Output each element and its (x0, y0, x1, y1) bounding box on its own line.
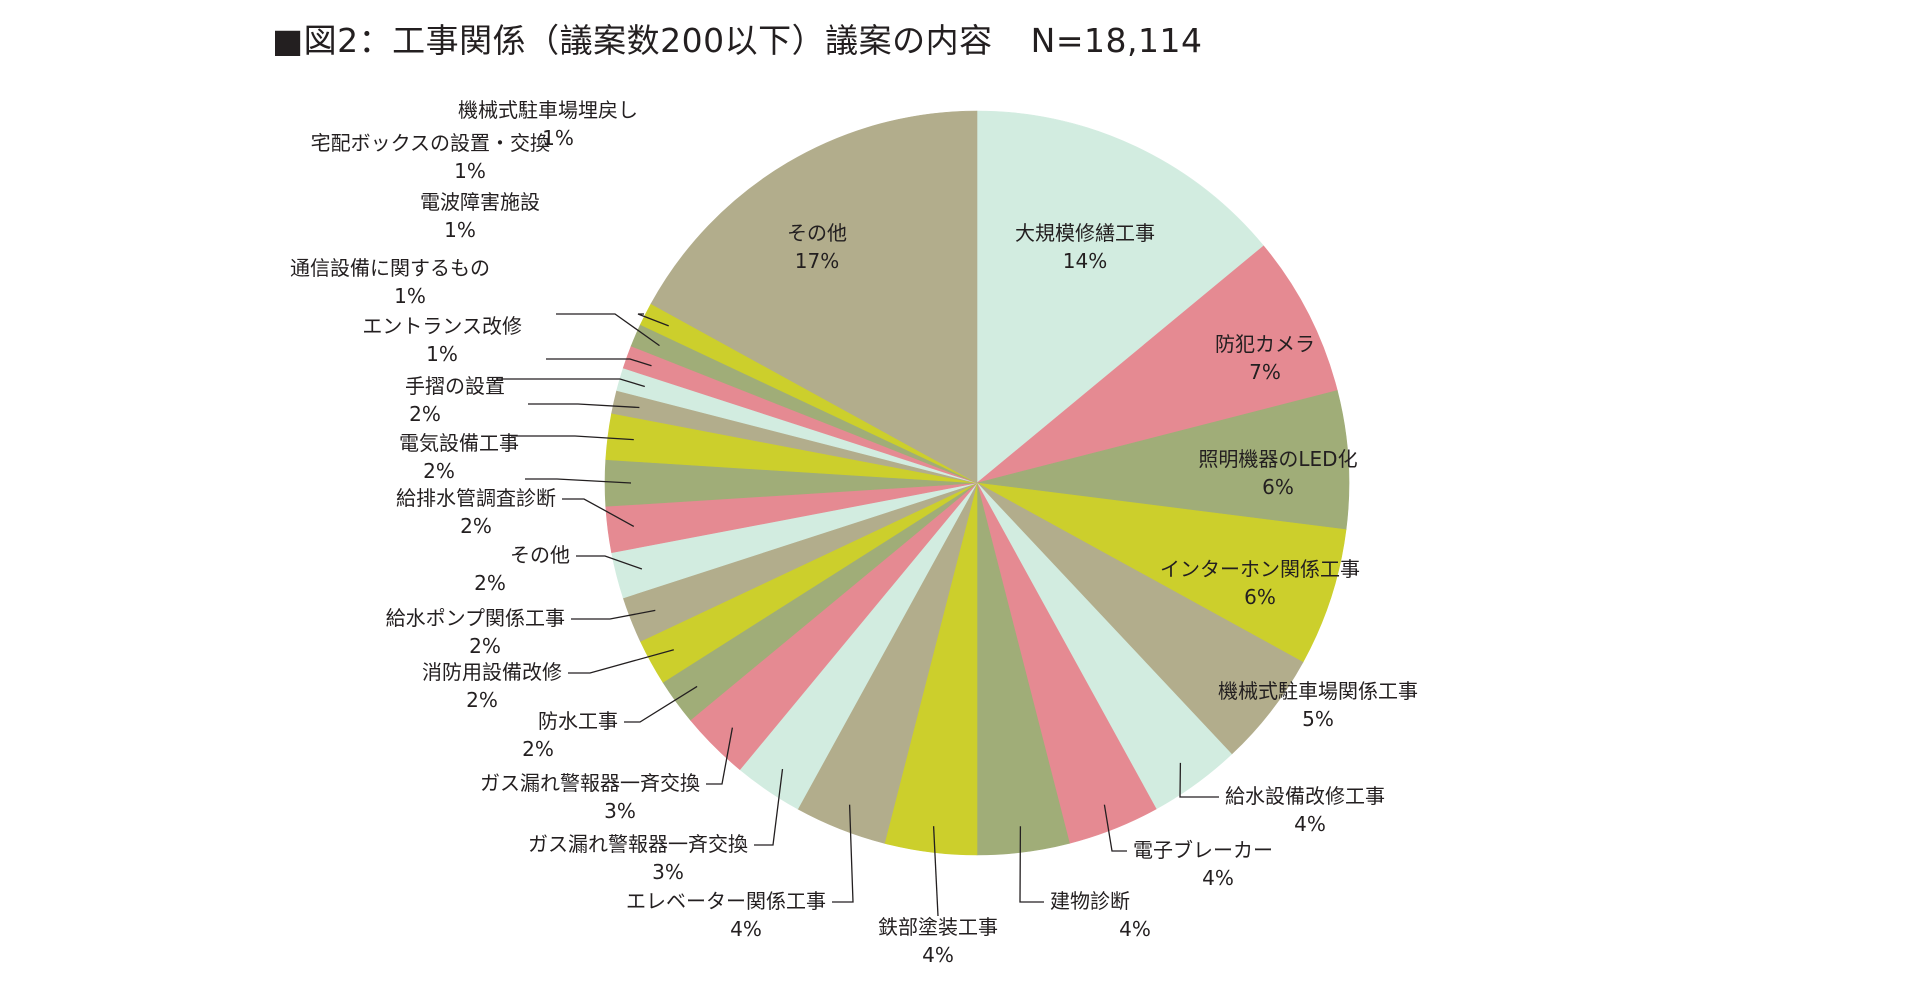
slice-percent: 1% (454, 159, 486, 183)
slice-percent: 2% (469, 634, 501, 658)
slice-label: 建物診断 (1050, 889, 1130, 913)
pie-slices (604, 110, 1350, 856)
leader-line (932, 826, 939, 917)
slice-percent: 14% (1063, 249, 1107, 273)
slice-label: 電子ブレーカー (1133, 838, 1273, 862)
slice-percent: 6% (1262, 475, 1294, 499)
slice-percent: 1% (542, 126, 574, 150)
slice-percent: 3% (652, 860, 684, 884)
slice-label: その他 (510, 543, 570, 567)
leader-line (511, 435, 634, 441)
slice-label: 鉄部塗装工事 (878, 915, 998, 939)
pie-slice (650, 110, 978, 484)
slice-percent: 6% (1244, 585, 1276, 609)
slice-label: エントランス改修 (362, 314, 522, 338)
leader-line (1103, 804, 1127, 852)
slice-label: 電波障害施設 (420, 190, 540, 214)
slice-percent: 17% (795, 249, 839, 273)
slice-percent: 2% (460, 514, 492, 538)
slice-label: ガス漏れ警報器一斉交換 (480, 771, 700, 795)
leader-line (546, 358, 652, 367)
slice-label: 給水設備改修工事 (1225, 784, 1385, 808)
leader-line (1019, 826, 1044, 903)
leader-line (754, 769, 784, 846)
leader-line (556, 313, 660, 347)
leader-lines (496, 313, 1219, 917)
leader-line (571, 609, 656, 620)
leader-line (525, 478, 632, 484)
slice-label: ガス漏れ警報器一斉交換 (528, 832, 748, 856)
slice-percent: 1% (444, 218, 476, 242)
slice-percent: 4% (1294, 812, 1326, 836)
pie-slice (976, 482, 1347, 663)
slice-labels: 大規模修繕工事 14% 防犯カメラ 7% 照明機器のLED化 6% インターホン関係工事 6%… (290, 98, 1418, 967)
leader-line (637, 313, 669, 327)
slice-percent: 2% (409, 402, 441, 426)
slice-label: 防犯カメラ (1215, 332, 1315, 356)
leader-line (706, 727, 734, 785)
slice-percent: 2% (466, 688, 498, 712)
leader-line (568, 649, 674, 674)
slice-label: インターホン関係工事 (1160, 557, 1360, 581)
pie-slice (976, 390, 1350, 530)
slice-percent: 4% (1119, 917, 1151, 941)
slice-percent: 4% (1202, 866, 1234, 890)
slice-label: 給水ポンプ関係工事 (386, 606, 565, 630)
leader-line (562, 498, 635, 527)
chart-title: ■図2：工事関係（議案数200以下）議案の内容 N=18,114 (272, 14, 1202, 62)
pie-slice (976, 110, 1265, 484)
leader-line (496, 378, 645, 388)
slice-label: 機械式駐車場関係工事 (1218, 679, 1418, 703)
slice-percent: 7% (1249, 360, 1281, 384)
leader-line (1179, 762, 1219, 798)
slice-label: 手摺の設置 (405, 374, 505, 398)
leader-line (832, 804, 854, 903)
leader-line (624, 685, 698, 723)
slice-label: 通信設備に関するもの (290, 256, 490, 280)
leader-line (576, 555, 643, 570)
slice-percent: 1% (426, 342, 458, 366)
slice-label: 給排水管調査診断 (396, 486, 556, 510)
slice-percent: 3% (604, 799, 636, 823)
slice-label: 機械式駐車場埋戻し (458, 98, 638, 122)
slice-percent: 2% (474, 571, 506, 595)
slice-label: 宅配ボックスの設置・交換 (311, 131, 550, 155)
slice-percent: 1% (394, 284, 426, 308)
slice-label: 防水工事 (538, 709, 618, 733)
chart-title-text: ■図2：工事関係（議案数200以下）議案の内容 (272, 21, 993, 60)
slice-percent: 4% (922, 943, 954, 967)
slice-label: その他 (787, 221, 847, 245)
slice-percent: 2% (423, 459, 455, 483)
slice-percent: 4% (730, 917, 762, 941)
pie-slice (976, 245, 1338, 484)
slice-label: 照明機器のLED化 (1198, 447, 1357, 471)
slice-percent: 2% (522, 737, 554, 761)
slice-percent: 5% (1302, 707, 1334, 731)
leader-line (528, 403, 640, 409)
slice-label: 大規模修繕工事 (1015, 221, 1155, 245)
slice-label: エレベーター関係工事 (626, 889, 826, 913)
slice-label: 電気設備工事 (399, 431, 519, 455)
sample-size-label: N=18,114 (1030, 21, 1203, 60)
slice-label: 消防用設備改修 (422, 660, 562, 684)
